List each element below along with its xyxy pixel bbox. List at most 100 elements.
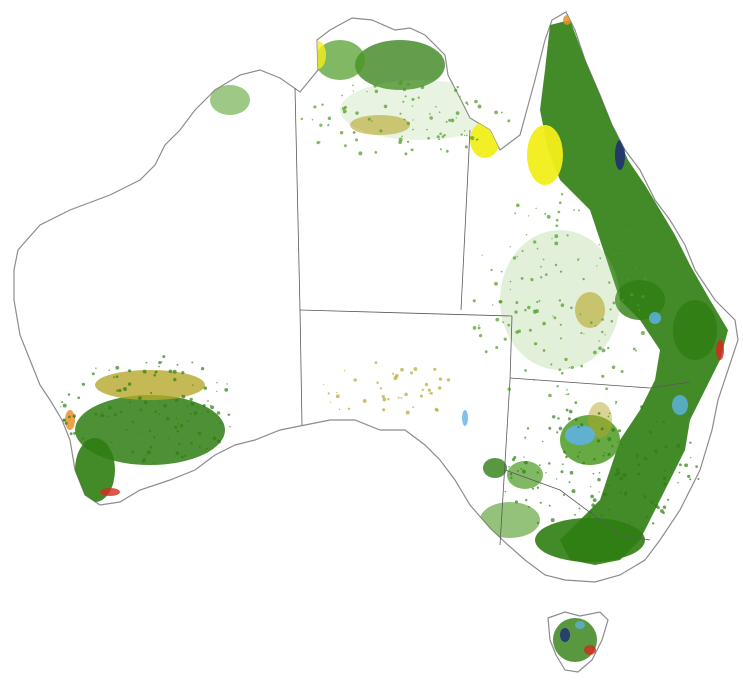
scrub-dot [131, 450, 134, 454]
scrub-dot [650, 500, 654, 505]
scrub-dot [404, 152, 408, 156]
scrub-dot [175, 417, 178, 420]
scrub-dot [548, 426, 552, 430]
scrub-dot [149, 445, 153, 449]
scrub-dot [625, 490, 627, 493]
scrub-dot [578, 507, 581, 510]
scrub-dot [436, 408, 439, 412]
scrub-dot [520, 276, 524, 280]
scrub-dot [177, 422, 179, 425]
border-nt-qld [460, 129, 471, 311]
scrub-dot [352, 84, 354, 87]
scrub-dot [527, 215, 530, 217]
scrub-dot [175, 398, 179, 403]
scrub-dot [643, 456, 648, 461]
scrub-dot [141, 459, 145, 463]
scrub-dot [216, 411, 221, 415]
scrub-dot [491, 304, 494, 306]
scrub-dot [548, 462, 551, 465]
scrub-dot [559, 201, 562, 204]
scrub-dot [327, 392, 330, 395]
scrub-dot [369, 81, 371, 83]
scrub-dot [578, 196, 582, 200]
scrub-dot [412, 119, 414, 121]
scrub-dot [353, 378, 357, 382]
scrub-dot [343, 144, 347, 148]
scrub-dot [140, 409, 143, 412]
scrub-dot [184, 454, 186, 457]
scrub-dot [460, 133, 463, 136]
scrub-dot [420, 85, 425, 90]
scrub-dot [554, 263, 558, 267]
scrub-dot [410, 148, 414, 152]
scrub-dot [98, 450, 103, 454]
scrub-dot [524, 460, 528, 465]
scrub-dot [522, 469, 526, 474]
scrub-dot [663, 482, 667, 486]
scrub-dot [635, 454, 639, 458]
scrub-dot [550, 363, 553, 366]
scrub-dot [406, 82, 410, 86]
scrub-dot [450, 118, 455, 123]
scrub-dot [559, 337, 562, 340]
scrub-dot [421, 388, 424, 392]
scrub-dot [411, 105, 414, 107]
vegetation-olive-qld [575, 292, 605, 328]
scrub-dot [191, 361, 194, 364]
scrub-dot [580, 423, 584, 427]
scrub-dot [684, 463, 688, 468]
scrub-dot [571, 489, 576, 494]
vegetation-navy-far-north [615, 140, 625, 170]
scrub-dot [129, 401, 132, 404]
scrub-dot [601, 330, 604, 334]
scrub-dot [536, 247, 539, 250]
scrub-dot [615, 400, 618, 403]
scrub-dot [598, 340, 600, 342]
scrub-dot [531, 487, 535, 490]
scrub-dot [107, 405, 112, 410]
vegetation-victoria [535, 518, 645, 562]
scrub-dot [224, 388, 229, 392]
scrub-dot [433, 367, 437, 371]
scrub-dot [392, 372, 395, 375]
scrub-dot [490, 268, 493, 272]
scrub-dot [508, 465, 510, 468]
scrub-dot [695, 465, 698, 468]
scrub-dot [591, 503, 596, 508]
scrub-dot [127, 382, 132, 386]
scrub-dot [582, 461, 586, 465]
scrub-dot [352, 130, 356, 134]
scrub-dot [197, 431, 202, 436]
scrub-dot [563, 450, 566, 454]
vegetation-victoria-west [480, 502, 540, 538]
scrub-dot [640, 527, 644, 530]
scrub-dot [178, 442, 181, 446]
scrub-dot [158, 413, 160, 416]
scrub-dot [621, 298, 625, 302]
scrub-dot [574, 401, 578, 404]
scrub-dot [404, 392, 408, 397]
scrub-dot [494, 110, 498, 115]
scrub-dot [568, 481, 571, 484]
scrub-dot [524, 369, 527, 372]
scrub-dot [498, 300, 502, 303]
scrub-dot [590, 494, 594, 499]
scrub-dot [154, 410, 158, 414]
scrub-dot [494, 281, 498, 286]
scrub-dot [335, 391, 338, 394]
scrub-dot [323, 383, 325, 385]
scrub-dot [187, 420, 190, 423]
scrub-dot [509, 280, 512, 283]
scrub-dot [525, 498, 528, 502]
vegetation-olive-nsw [588, 402, 612, 438]
scrub-dot [524, 436, 527, 439]
scrub-dot [477, 326, 481, 330]
scrub-dot [641, 515, 643, 517]
scrub-dot [607, 346, 610, 350]
scrub-dot [383, 104, 388, 109]
scrub-dot [400, 367, 404, 372]
scrub-dot [615, 467, 620, 472]
scrub-dot [550, 518, 555, 523]
scrub-dot [603, 492, 607, 497]
